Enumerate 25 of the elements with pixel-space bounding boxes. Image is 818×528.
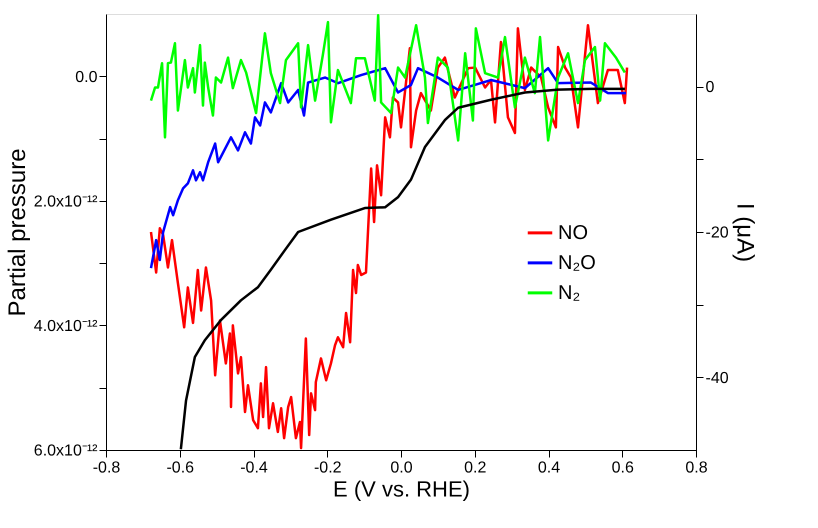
x-tick-label: 0.6 xyxy=(612,460,634,476)
y2-axis-title: I (μA) xyxy=(732,202,759,262)
legend-label: NO xyxy=(558,222,588,244)
y-tick-label: 6.0x10⁻¹² xyxy=(34,442,98,460)
y2-tick-label: 0 xyxy=(706,79,714,96)
y-axis-title: Partial pressure xyxy=(4,148,31,317)
y-tick-label: 4.0x10⁻¹² xyxy=(34,318,98,335)
y-tick-label: 2.0x10⁻¹² xyxy=(34,193,98,210)
x-tick-label: 0.4 xyxy=(538,460,560,476)
line-series xyxy=(150,66,628,270)
y2-tick-label: -40 xyxy=(706,370,729,387)
legend-label: N₂ xyxy=(558,282,580,304)
x-tick-label: -0.4 xyxy=(240,460,268,476)
x-tick-label: -0.6 xyxy=(166,460,194,476)
legend-label: N₂O xyxy=(558,252,596,274)
x-tick-label: -0.2 xyxy=(314,460,342,476)
x-tick-label: 0.8 xyxy=(685,460,708,476)
x-tick-label: 0.2 xyxy=(464,460,486,476)
x-tick-label: 0.0 xyxy=(390,460,413,476)
x-axis-title: E (V vs. RHE) xyxy=(333,476,470,502)
x-tick-label: -0.8 xyxy=(92,460,120,476)
y2-tick-label: -20 xyxy=(706,224,729,242)
y-tick-label: 0.0 xyxy=(75,68,98,86)
line-series xyxy=(150,14,626,142)
line-series xyxy=(150,24,628,450)
